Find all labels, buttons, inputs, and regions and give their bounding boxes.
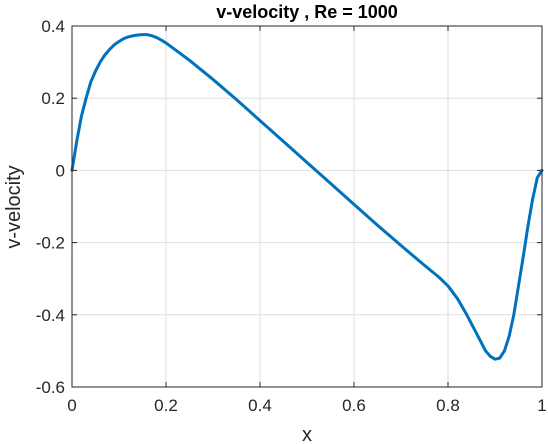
plot-area [72,26,542,387]
x-tick-label: 0.8 [436,396,460,415]
y-tick-label: 0.4 [41,17,65,36]
series-line-1 [70,33,544,361]
y-tick-label: 0.2 [41,89,65,108]
y-tick-label: 0 [56,161,65,180]
y-axis-label: v-velocity [3,165,25,248]
y-tick-label: -0.6 [36,378,65,397]
x-tick-label: 0.4 [248,396,272,415]
x-tick-label: 0.6 [342,396,366,415]
x-tick-label: 0 [67,396,76,415]
plot-frame [71,25,543,388]
x-axis-label: x [302,424,312,444]
y-tick-label: -0.2 [36,234,65,253]
x-ticks: 0 0.2 0.4 0.6 0.8 1 [67,26,547,415]
series-group [70,33,544,361]
chart-title: v-velocity , Re = 1000 [216,2,398,22]
y-ticks: -0.6 -0.4 -0.2 0 0.2 0.4 [36,17,542,397]
x-tick-label: 1 [537,396,546,415]
x-tick-label: 0.2 [154,396,178,415]
y-tick-label: -0.4 [36,306,65,325]
